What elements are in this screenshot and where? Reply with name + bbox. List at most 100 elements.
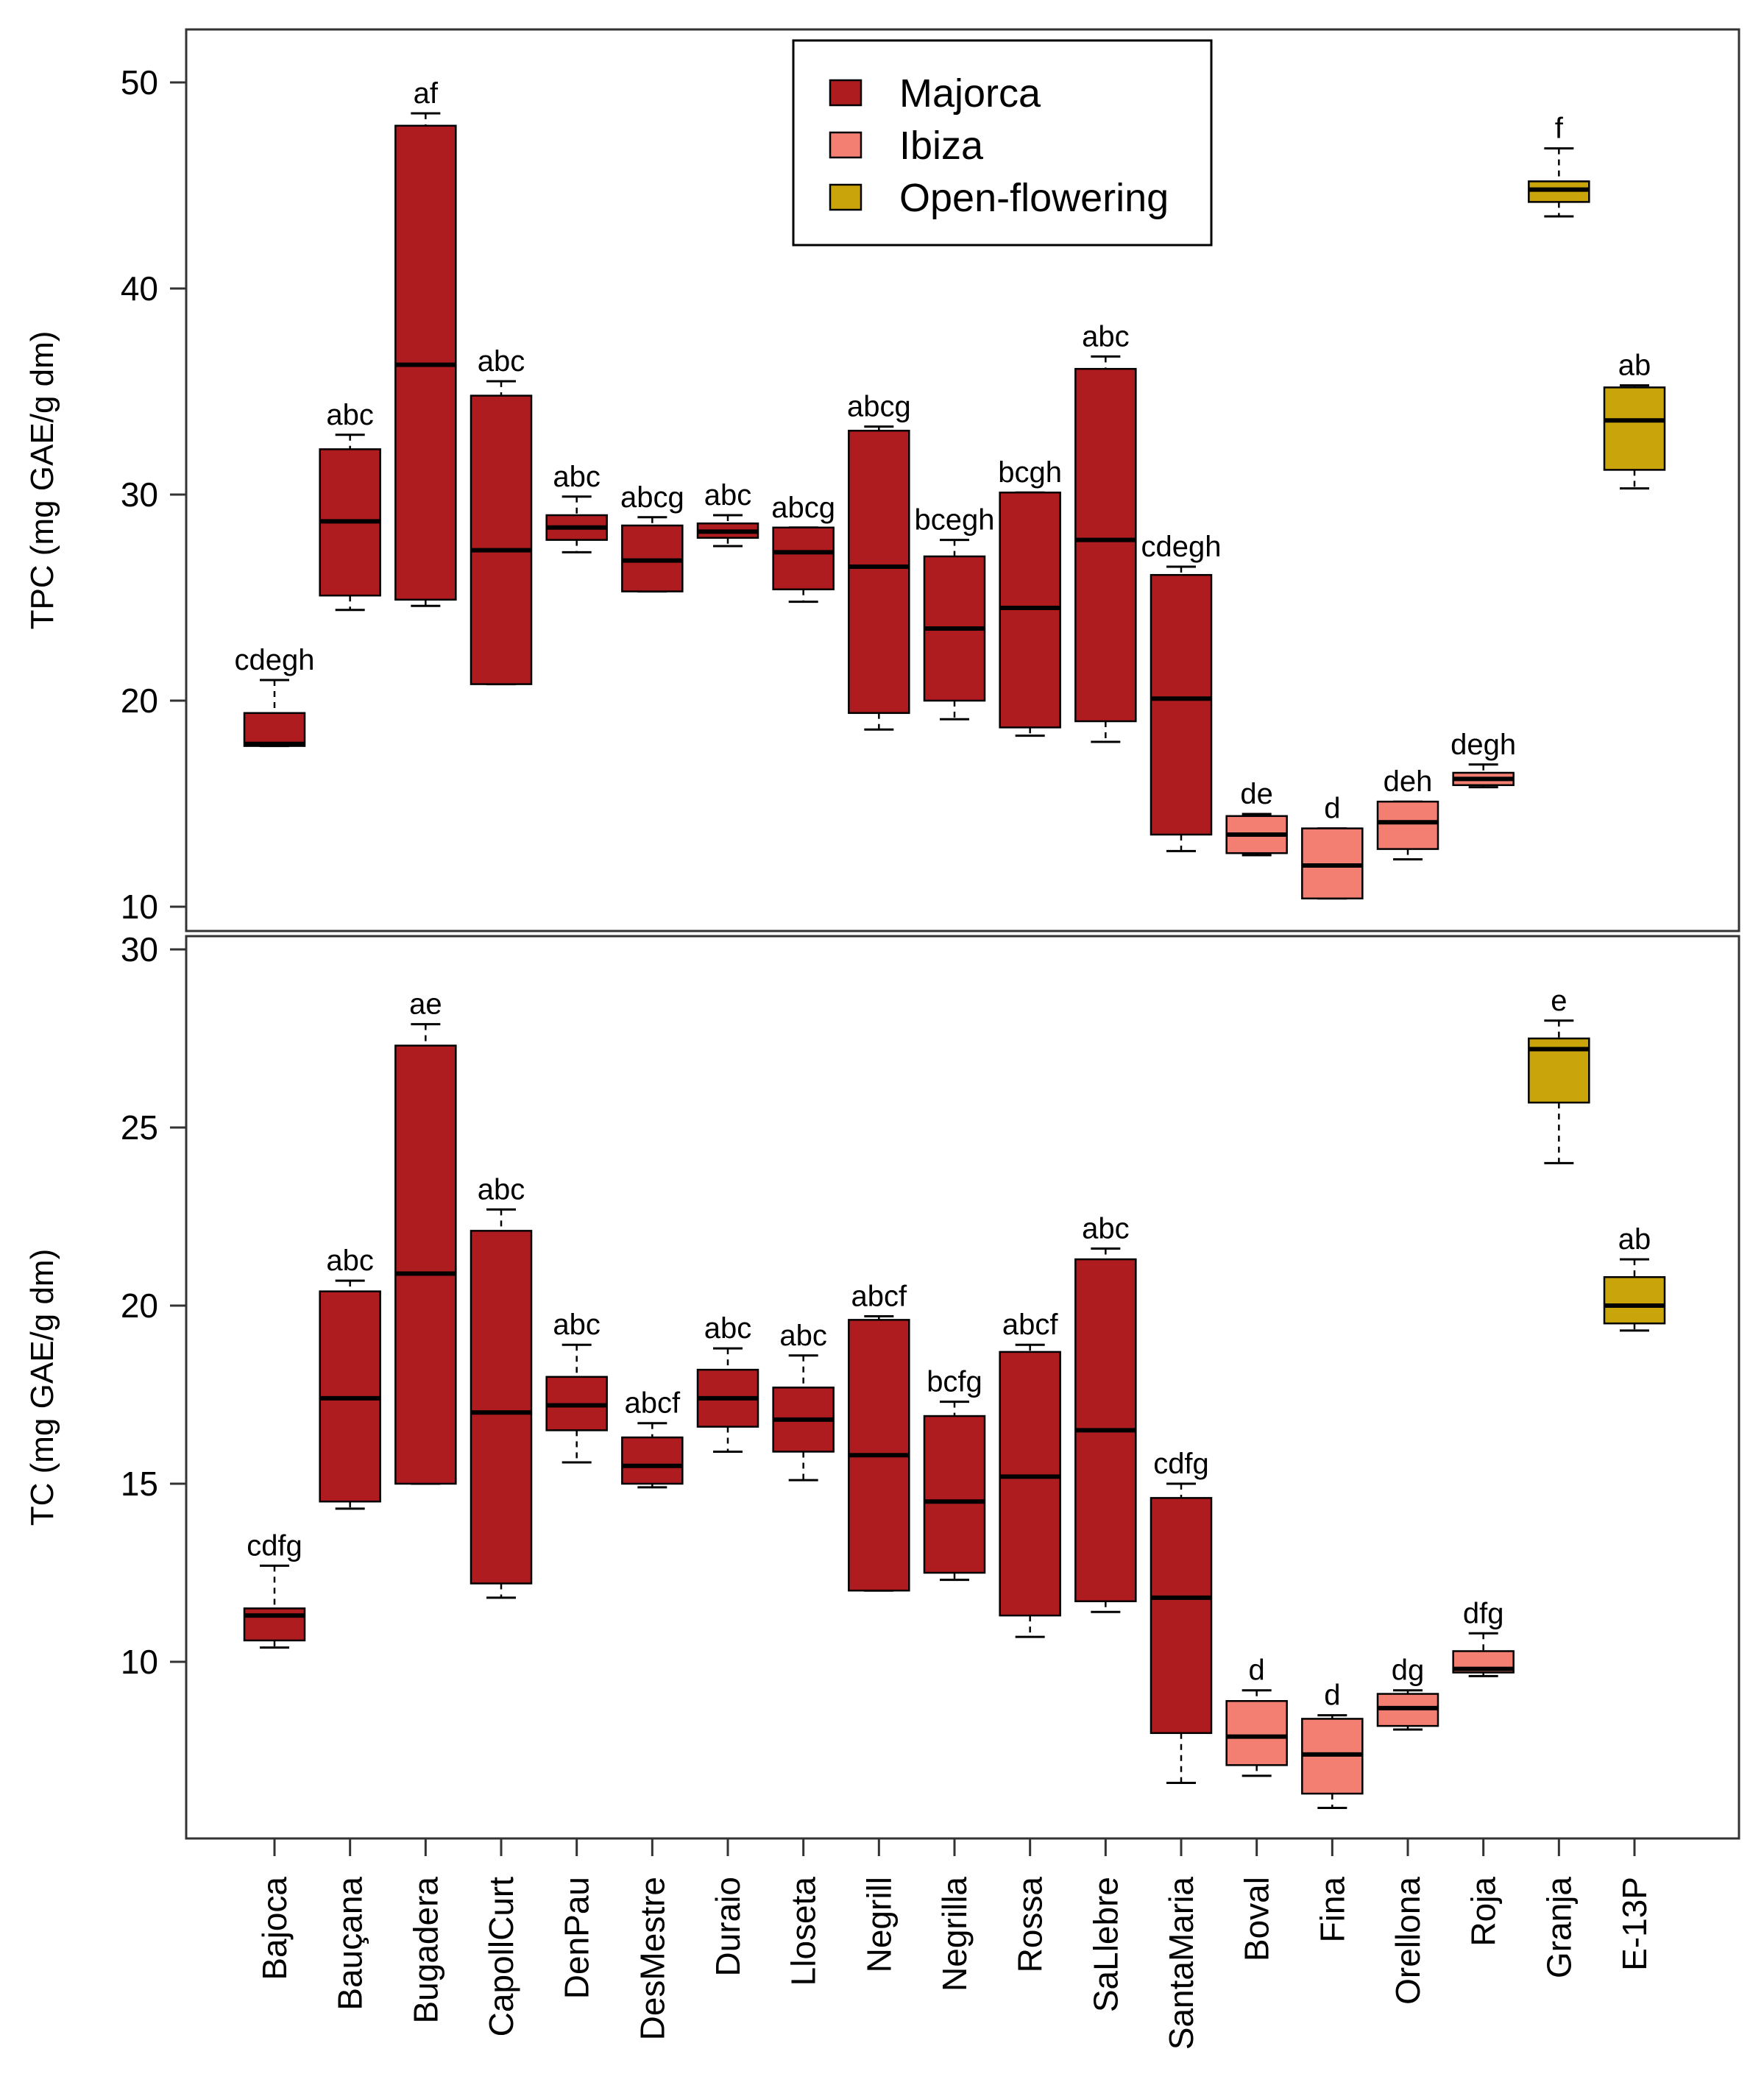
y-tick-label: 50 <box>121 63 158 102</box>
significance-label: dg <box>1392 1654 1425 1687</box>
box-e-13p: ab <box>1603 350 1666 490</box>
y-tick-label: 10 <box>121 888 158 926</box>
y-tick-label: 30 <box>121 475 158 514</box>
significance-label: cdfg <box>247 1529 302 1562</box>
category-label-desmestre: DesMestre <box>633 1877 671 2040</box>
box-e-13p: ab <box>1603 1223 1666 1332</box>
legend: Majorca Ibiza Open-flowering <box>792 39 1213 247</box>
box-boval: d <box>1225 1654 1288 1777</box>
iqr-box <box>1603 386 1666 471</box>
y-axis-title: TC (mg GAE/g dm) <box>24 1249 60 1526</box>
box-denpau: abc <box>545 1309 608 1464</box>
box-orellona: deh <box>1376 765 1439 861</box>
category-label-boval: Boval <box>1238 1877 1276 1961</box>
box-bau-ana: abc <box>319 399 381 612</box>
box-fina: d <box>1301 1679 1364 1809</box>
category-label-granja: Granja <box>1540 1877 1578 1978</box>
significance-label: de <box>1240 778 1273 810</box>
significance-label: ab <box>1618 350 1651 382</box>
significance-label: abcf <box>1002 1309 1058 1341</box>
y-tick-label: 10 <box>121 1643 158 1681</box>
significance-label: cdegh <box>235 644 315 676</box>
box-negrilla: bcegh <box>915 504 994 721</box>
significance-label: abcf <box>851 1281 907 1313</box>
significance-label: abcf <box>625 1387 681 1420</box>
iqr-box <box>394 1044 457 1485</box>
y-tick-label: 20 <box>121 682 158 720</box>
y-tick-label: 25 <box>121 1108 158 1147</box>
significance-label: abcg <box>847 391 911 423</box>
significance-label: af <box>414 77 439 110</box>
significance-label: d <box>1249 1654 1265 1687</box>
box-bajoca: cdegh <box>235 644 315 748</box>
category-label-orellona: Orellona <box>1389 1877 1427 2005</box>
category-label-santamaria: SantaMaria <box>1162 1877 1200 2050</box>
box-denpau: abc <box>545 461 608 553</box>
legend-frame <box>792 39 1213 247</box>
significance-label: bcgh <box>998 456 1062 489</box>
box-boval: de <box>1225 778 1288 857</box>
y-tick-label: 15 <box>121 1465 158 1503</box>
significance-label: abc <box>704 1312 752 1345</box>
category-label-bau-ana: Bauçana <box>331 1877 369 2011</box>
category-label-e-13p: E-13P <box>1615 1877 1654 1971</box>
legend-label-ibiza: Ibiza <box>899 124 984 168</box>
box-duraio: abc <box>696 1312 759 1453</box>
box-desmestre: abcf <box>621 1387 684 1489</box>
iqr-box <box>923 1415 986 1574</box>
box-rossa: bcgh <box>998 456 1062 737</box>
category-label-bajoca: Bajoca <box>255 1877 294 1980</box>
iqr-box <box>243 1607 306 1642</box>
category-label-negrilla: Negrilla <box>935 1877 974 1992</box>
box-capollcurt: abc <box>470 345 533 686</box>
significance-label: abc <box>326 1245 374 1277</box>
y-tick-label: 40 <box>121 269 158 308</box>
plot-frame <box>185 28 1740 932</box>
significance-label: abc <box>553 461 601 493</box>
box-orellona: dg <box>1376 1654 1439 1731</box>
iqr-box <box>470 394 533 685</box>
box-granja: e <box>1528 985 1590 1164</box>
box-roja: degh <box>1450 729 1516 789</box>
box-fina: d <box>1301 793 1364 900</box>
box-lloseta: abcg <box>771 492 835 603</box>
category-label-lloseta: Lloseta <box>784 1877 823 1986</box>
iqr-box <box>1150 573 1213 836</box>
category-label-capollcurt: CapollCurt <box>482 1877 520 2037</box>
significance-label: deh <box>1384 765 1433 798</box>
category-label-rossa: Rossa <box>1011 1877 1049 1973</box>
box-rossa: abcf <box>999 1309 1061 1638</box>
box-bau-ana: abc <box>319 1245 381 1510</box>
category-label-denpau: DenPau <box>558 1877 596 1999</box>
significance-label: e <box>1551 985 1567 1017</box>
significance-label: abcg <box>620 481 684 514</box>
box-bugadera: af <box>394 77 457 607</box>
box-lloseta: abc <box>772 1320 835 1482</box>
significance-label: abc <box>1082 1213 1130 1245</box>
box-desmestre: abcg <box>620 481 684 593</box>
box-negrill: abcg <box>847 391 911 731</box>
category-label-roja: Roja <box>1464 1877 1503 1947</box>
legend-swatch-majorca <box>829 79 862 107</box>
significance-label: abc <box>326 399 374 431</box>
iqr-box <box>1225 1699 1288 1766</box>
legend-swatch-ibiza <box>829 131 862 159</box>
significance-label: abc <box>704 479 752 511</box>
iqr-box <box>1074 367 1137 723</box>
box-santamaria: cdfg <box>1150 1448 1213 1785</box>
significance-label: abcg <box>771 492 835 524</box>
iqr-box <box>999 1351 1061 1617</box>
iqr-box <box>1376 800 1439 850</box>
box-sallebre: abc <box>1074 1213 1137 1613</box>
significance-label: d <box>1324 793 1340 825</box>
legend-swatch-open-flowering <box>829 183 862 211</box>
box-bajoca: cdfg <box>243 1529 306 1649</box>
significance-label: d <box>1324 1679 1340 1712</box>
box-santamaria: cdegh <box>1141 531 1221 852</box>
category-label-duraio: Duraio <box>709 1877 747 1977</box>
significance-label: degh <box>1450 729 1516 761</box>
category-label-bugadera: Bugadera <box>406 1877 444 2024</box>
box-duraio: abc <box>696 479 759 548</box>
